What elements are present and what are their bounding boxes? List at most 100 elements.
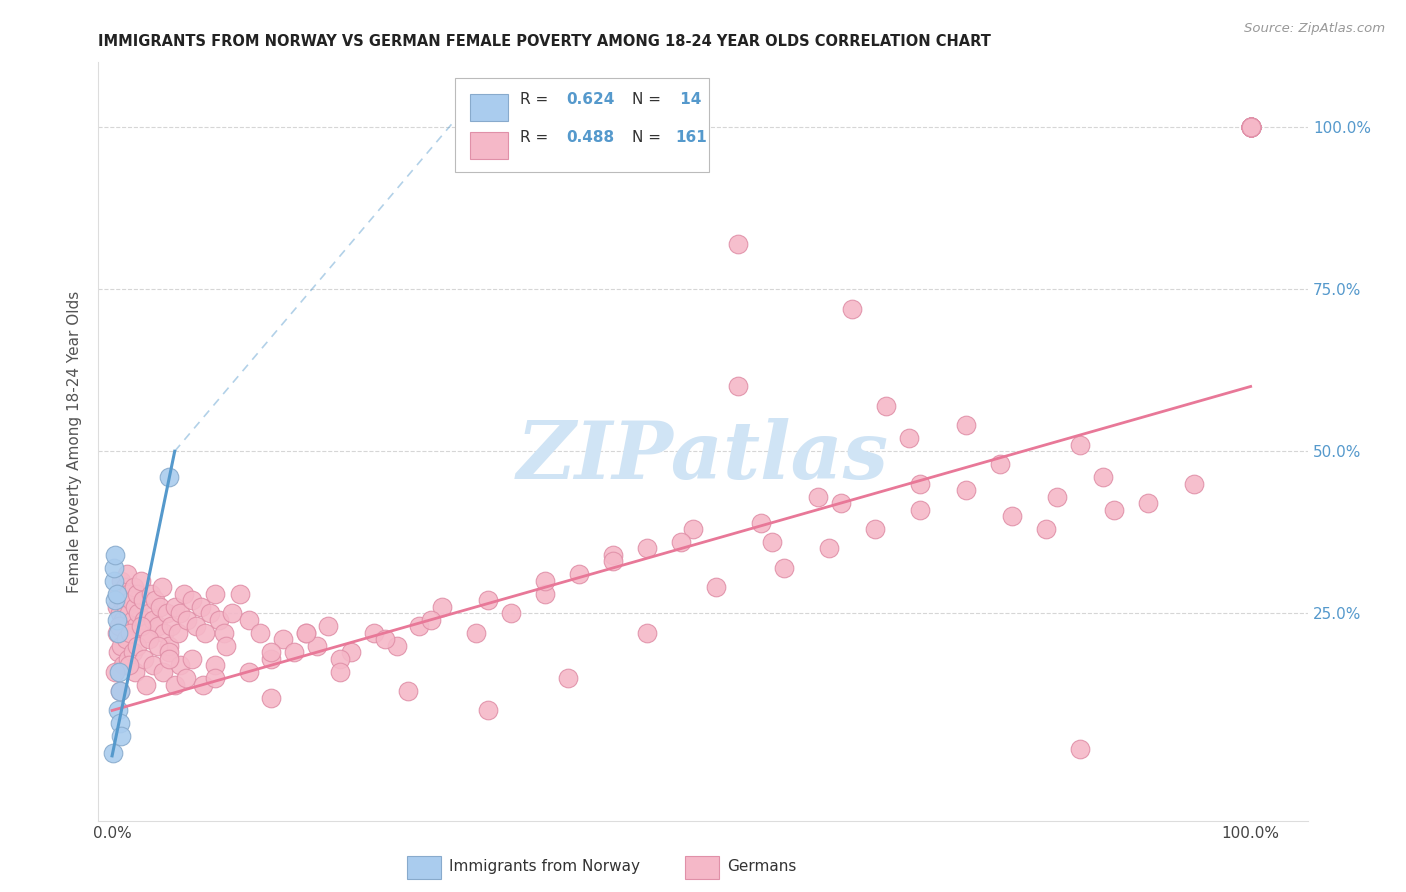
Point xyxy=(176,613,198,627)
Point xyxy=(329,651,352,665)
Point xyxy=(108,587,131,601)
Point xyxy=(108,619,131,633)
Point xyxy=(910,502,932,516)
Text: N =: N = xyxy=(631,130,665,145)
Point xyxy=(121,613,143,627)
Point xyxy=(105,587,128,601)
Text: 14: 14 xyxy=(675,92,702,107)
Point xyxy=(125,619,148,633)
Point xyxy=(955,418,977,433)
Point xyxy=(120,593,142,607)
Point xyxy=(129,619,152,633)
Point xyxy=(374,632,396,647)
Point xyxy=(157,645,180,659)
Point xyxy=(117,651,139,665)
Point xyxy=(329,665,352,679)
Point xyxy=(260,690,283,705)
Point xyxy=(1069,742,1091,756)
Point xyxy=(135,677,157,691)
Point xyxy=(108,684,131,698)
Point xyxy=(465,625,488,640)
Point xyxy=(107,645,129,659)
Point xyxy=(127,639,149,653)
Point xyxy=(432,599,454,614)
FancyBboxPatch shape xyxy=(470,95,509,120)
Point xyxy=(260,645,283,659)
Point xyxy=(167,625,190,640)
Point xyxy=(215,639,238,653)
Point xyxy=(1240,120,1263,135)
Point xyxy=(104,665,127,679)
Point xyxy=(120,625,142,640)
Point xyxy=(111,593,134,607)
Point xyxy=(105,625,128,640)
Point xyxy=(121,645,143,659)
Point xyxy=(114,599,136,614)
FancyBboxPatch shape xyxy=(456,78,709,172)
Point xyxy=(163,677,186,691)
Point xyxy=(761,535,783,549)
Point xyxy=(186,619,208,633)
Point xyxy=(169,658,191,673)
Point xyxy=(110,574,132,588)
Point xyxy=(1046,490,1069,504)
Point xyxy=(112,613,135,627)
Point xyxy=(1240,120,1263,135)
Point xyxy=(139,587,162,601)
Point xyxy=(108,607,131,621)
Point xyxy=(193,677,215,691)
Point xyxy=(157,651,180,665)
Point xyxy=(1240,120,1263,135)
Point xyxy=(108,665,131,679)
Point xyxy=(108,716,131,731)
Point xyxy=(636,625,658,640)
Point xyxy=(152,665,174,679)
Point xyxy=(1091,470,1114,484)
Text: 161: 161 xyxy=(675,130,707,145)
Point xyxy=(156,607,179,621)
Point xyxy=(190,599,212,614)
Point xyxy=(749,516,772,530)
Point xyxy=(127,587,149,601)
Point xyxy=(533,587,555,601)
FancyBboxPatch shape xyxy=(470,132,509,159)
Point xyxy=(150,580,173,594)
Point xyxy=(988,457,1011,471)
Point xyxy=(863,522,886,536)
Point xyxy=(204,671,226,685)
Point xyxy=(112,658,135,673)
Point xyxy=(830,496,852,510)
Point xyxy=(1240,120,1263,135)
Point xyxy=(396,684,419,698)
Point xyxy=(294,625,316,640)
Point xyxy=(1240,120,1263,135)
Point xyxy=(146,619,169,633)
Point xyxy=(103,574,125,588)
Point xyxy=(153,625,176,640)
Point xyxy=(419,613,441,627)
Point xyxy=(772,561,794,575)
Text: R =: R = xyxy=(520,92,554,107)
Point xyxy=(160,619,183,633)
Point xyxy=(228,587,250,601)
Y-axis label: Female Poverty Among 18-24 Year Olds: Female Poverty Among 18-24 Year Olds xyxy=(66,291,82,592)
Point xyxy=(163,599,186,614)
Point xyxy=(477,703,499,717)
Text: 0.624: 0.624 xyxy=(567,92,614,107)
Point xyxy=(120,625,142,640)
Point xyxy=(114,632,136,647)
Point xyxy=(135,625,157,640)
Point xyxy=(138,607,160,621)
Point xyxy=(875,399,897,413)
Point xyxy=(180,593,202,607)
Point xyxy=(105,599,128,614)
Text: N =: N = xyxy=(631,92,665,107)
Point xyxy=(1240,120,1263,135)
Point xyxy=(204,658,226,673)
Point xyxy=(198,607,221,621)
Point xyxy=(955,483,977,497)
Point xyxy=(110,730,132,744)
Text: R =: R = xyxy=(520,130,554,145)
Point xyxy=(115,567,138,582)
Point xyxy=(271,632,294,647)
